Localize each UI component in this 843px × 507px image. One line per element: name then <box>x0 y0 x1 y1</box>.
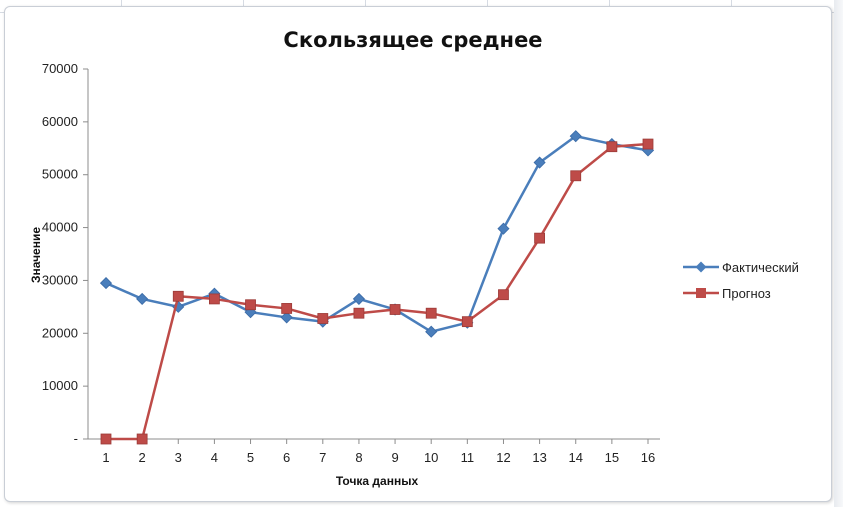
x-tick-label: 12 <box>496 450 510 465</box>
data-point <box>172 290 184 302</box>
data-point <box>497 222 510 235</box>
chart-title: Скользящее среднее <box>283 28 542 52</box>
x-tick-label: 15 <box>605 450 619 465</box>
x-tick-label: 11 <box>461 450 475 465</box>
data-point <box>245 299 256 311</box>
data-point <box>352 292 365 305</box>
data-point <box>534 232 545 244</box>
y-tick-label: 70000 <box>42 61 78 76</box>
legend: Фактический Прогноз <box>683 260 799 301</box>
data-point <box>606 141 618 153</box>
data-point <box>642 138 654 150</box>
x-tick-label: 14 <box>568 450 582 465</box>
y-tick-label: 30000 <box>42 272 78 287</box>
legend-marker <box>695 261 707 273</box>
data-point <box>136 292 149 305</box>
series-line-2 <box>106 142 649 441</box>
data-point <box>533 156 546 169</box>
data-point <box>461 316 473 328</box>
x-tick-label: 4 <box>211 450 218 465</box>
data-point <box>570 170 582 182</box>
data-point <box>136 433 148 445</box>
y-tick-label: - <box>74 431 78 446</box>
y-tick-label: 20000 <box>42 325 78 340</box>
data-point <box>317 313 329 324</box>
x-tick-label: 6 <box>283 450 290 465</box>
y-tick-label: 10000 <box>42 378 78 393</box>
data-point <box>425 307 437 319</box>
x-tick-label: 5 <box>247 450 254 465</box>
series-line-1 <box>105 134 649 333</box>
x-axis-title: Точка данных <box>336 474 419 488</box>
x-tick-label: 13 <box>532 450 546 465</box>
data-point <box>99 277 113 290</box>
x-tick-label: 1 <box>102 450 109 465</box>
x-tick-label: 7 <box>319 450 326 465</box>
data-point <box>100 433 112 445</box>
x-tick-label: 3 <box>175 450 182 465</box>
data-point <box>425 325 438 338</box>
legend-label: Фактический <box>722 260 799 275</box>
y-axis-title: Значение <box>29 227 43 283</box>
x-tick-label: 2 <box>139 450 146 465</box>
legend-label: Прогноз <box>722 286 771 301</box>
y-tick-label: 40000 <box>42 220 78 235</box>
spreadsheet-edge <box>834 0 843 507</box>
chart-area[interactable] <box>4 6 832 502</box>
legend-marker <box>696 288 706 298</box>
data-point <box>280 311 293 324</box>
y-tick-label: 60000 <box>42 114 78 129</box>
data-point <box>353 307 365 319</box>
x-tick-label: 10 <box>424 450 438 465</box>
data-point <box>281 303 293 314</box>
data-point <box>208 293 220 305</box>
x-tick-label: 16 <box>641 450 655 465</box>
x-tick-label: 8 <box>355 450 362 465</box>
data-point <box>498 289 509 301</box>
data-point <box>569 130 582 143</box>
plot-area <box>99 130 655 445</box>
y-tick-label: 50000 <box>42 167 78 182</box>
x-tick-label: 9 <box>391 450 398 465</box>
data-point <box>389 304 401 315</box>
